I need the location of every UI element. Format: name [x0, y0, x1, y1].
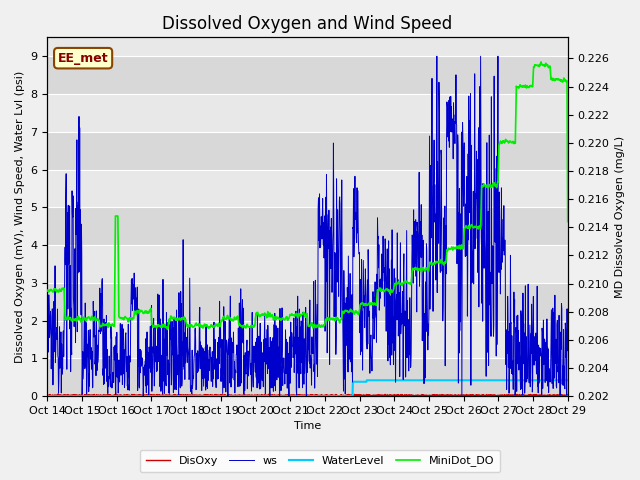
WaterLevel: [340, 393, 348, 399]
WaterLevel: [84, 393, 92, 399]
X-axis label: Time: Time: [294, 421, 321, 432]
ws: [265, 366, 273, 372]
Bar: [47, 359, 568, 396]
ws: [275, 344, 283, 349]
DisOxy: [285, 392, 293, 398]
WaterLevel: [105, 393, 113, 399]
Y-axis label: Dissolved Oxygen (mV), Wind Speed, Water Lvl (psi): Dissolved Oxygen (mV), Wind Speed, Water…: [15, 71, 25, 363]
ws: [224, 393, 232, 399]
Line: DisOxy: DisOxy: [47, 394, 568, 396]
DisOxy: [340, 393, 348, 398]
WaterLevel: [363, 377, 371, 383]
DisOxy: [84, 392, 92, 398]
WaterLevel: [284, 393, 292, 399]
MiniDot_DO: [84, 315, 92, 321]
MiniDot_DO: [105, 320, 113, 326]
WaterLevel: [275, 393, 283, 399]
ws: [340, 268, 348, 274]
MiniDot_DO: [164, 326, 172, 332]
MiniDot_DO: [265, 312, 273, 318]
Bar: [47, 207, 568, 245]
DisOxy: [106, 393, 113, 398]
DisOxy: [54, 393, 62, 399]
WaterLevel: [44, 393, 51, 399]
ws: [44, 341, 51, 347]
Title: Dissolved Oxygen and Wind Speed: Dissolved Oxygen and Wind Speed: [163, 15, 452, 33]
MiniDot_DO: [275, 316, 283, 322]
Bar: [47, 56, 568, 94]
Line: WaterLevel: WaterLevel: [47, 380, 568, 396]
MiniDot_DO: [537, 59, 545, 65]
Legend: DisOxy, ws, WaterLevel, MiniDot_DO: DisOxy, ws, WaterLevel, MiniDot_DO: [140, 450, 500, 472]
DisOxy: [564, 392, 572, 397]
Bar: [47, 132, 568, 169]
DisOxy: [265, 393, 273, 399]
DisOxy: [54, 391, 61, 397]
MiniDot_DO: [285, 316, 292, 322]
DisOxy: [276, 392, 284, 398]
MiniDot_DO: [564, 219, 572, 225]
Line: MiniDot_DO: MiniDot_DO: [47, 62, 568, 329]
WaterLevel: [564, 377, 572, 383]
MiniDot_DO: [44, 288, 51, 293]
Y-axis label: MD Dissolved Oxygen (mg/L): MD Dissolved Oxygen (mg/L): [615, 136, 625, 298]
Line: ws: ws: [47, 56, 568, 396]
ws: [285, 383, 292, 388]
ws: [84, 341, 92, 347]
MiniDot_DO: [340, 311, 348, 316]
ws: [105, 382, 113, 388]
Text: EE_met: EE_met: [58, 52, 108, 65]
ws: [564, 306, 572, 312]
DisOxy: [44, 393, 51, 398]
WaterLevel: [264, 393, 272, 399]
Bar: [47, 283, 568, 321]
ws: [433, 53, 441, 59]
